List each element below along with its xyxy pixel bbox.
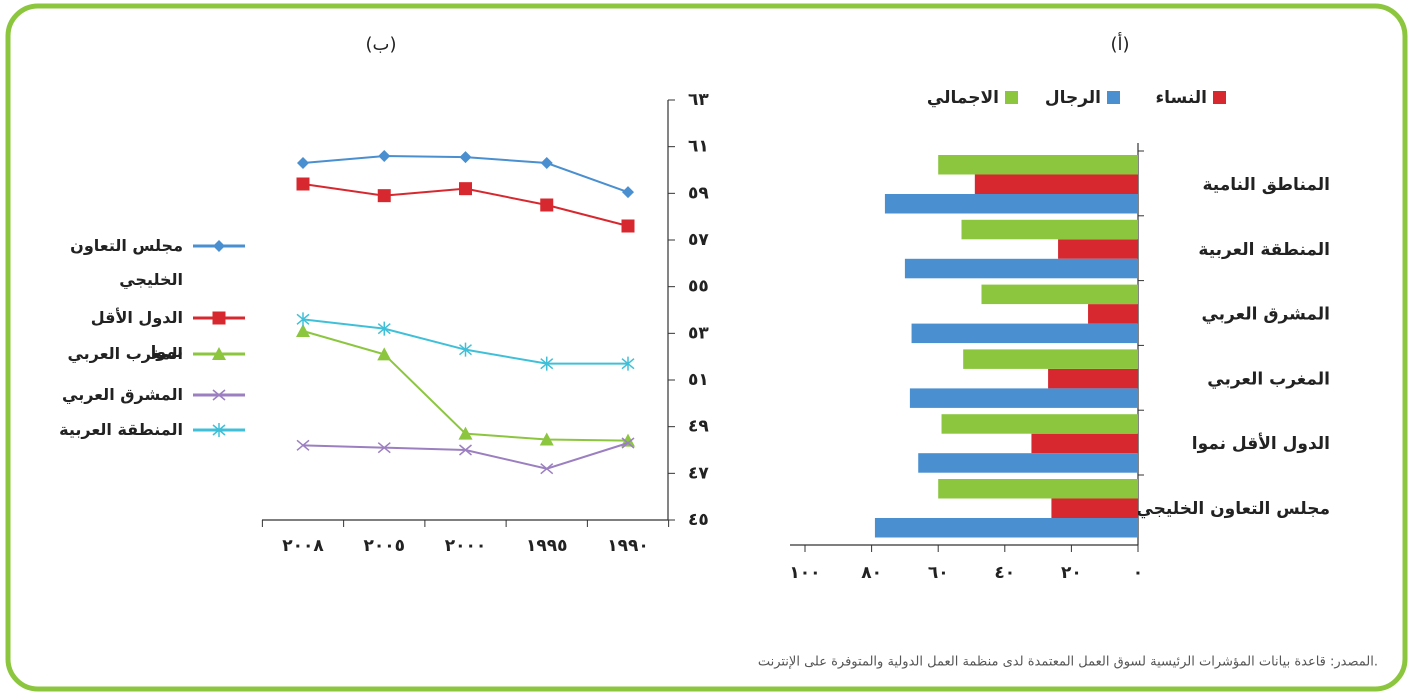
bar	[1058, 239, 1138, 259]
legend-marker	[212, 389, 226, 401]
point	[377, 347, 392, 361]
point	[297, 157, 309, 169]
bar	[974, 174, 1138, 194]
point	[621, 437, 635, 449]
x-tick-label: ٢٠	[1061, 563, 1082, 583]
y-tick-label: ٤٧	[688, 463, 709, 483]
bar	[874, 518, 1138, 538]
point	[540, 463, 554, 475]
bar	[884, 194, 1138, 214]
legend-marker	[212, 423, 226, 437]
x-tick-label: ٨٠	[861, 563, 882, 583]
category-label: مجلس التعاون الخليجي	[1136, 499, 1330, 519]
bar	[981, 284, 1138, 305]
point	[539, 432, 554, 446]
point	[296, 324, 310, 337]
x-tick-label: ٠	[1133, 563, 1143, 583]
x-tick-label: ١٠٠	[789, 563, 820, 583]
legend-label: المنطقة العربية	[59, 420, 183, 439]
legend-label: الدول الأقل نموا	[90, 308, 183, 361]
source-note: المصدر: قاعدة بيانات المؤشرات الرئيسية ل…	[758, 655, 1378, 670]
point	[459, 151, 472, 164]
point	[459, 182, 472, 196]
point	[378, 150, 391, 162]
panel-title: (ب)	[365, 34, 396, 55]
bar	[961, 219, 1138, 240]
category-label: المناطق النامية	[1203, 175, 1331, 195]
x-tick-label: ١٩٩٠	[607, 536, 649, 556]
x-tick-label: ٤٠	[994, 563, 1015, 583]
point	[540, 198, 554, 212]
y-tick-label: ٥٥	[688, 277, 709, 297]
y-tick-label: ٤٩	[688, 417, 709, 437]
y-tick-label: ٥١	[688, 370, 709, 390]
bar	[909, 388, 1138, 408]
bar	[918, 453, 1138, 473]
x-tick-label: ٢٠٠٥	[363, 536, 405, 556]
legend-swatch	[1107, 91, 1120, 104]
point	[622, 186, 634, 199]
legend-marker	[212, 311, 226, 325]
x-tick-label: ١٩٩٥	[526, 536, 568, 556]
legend-label: النساء	[1155, 88, 1207, 108]
point	[296, 312, 310, 327]
point	[296, 177, 310, 191]
bar	[904, 258, 1138, 279]
point	[459, 342, 472, 357]
category-label: الدول الأقل نموا	[1192, 433, 1330, 454]
legend-label: الرجال	[1045, 88, 1101, 108]
legend-label: مجلس التعاون الخليجي	[70, 236, 183, 289]
point	[540, 356, 554, 371]
point	[296, 439, 310, 451]
y-tick-label: ٥٣	[688, 323, 709, 343]
x-tick-label: ٦٠	[928, 563, 949, 583]
legend-label: المغرب العربي	[67, 344, 183, 363]
legend-swatch	[1005, 91, 1018, 104]
legend-marker	[213, 240, 225, 252]
y-tick-label: ٦١	[688, 137, 709, 157]
bar	[938, 479, 1138, 499]
point	[540, 157, 553, 169]
point	[458, 426, 473, 440]
legend-label: الاجمالي	[927, 88, 999, 108]
y-tick-label: ٦٣	[688, 90, 709, 110]
legend-marker	[212, 347, 226, 360]
y-tick-label: ٤٥	[688, 510, 709, 530]
legend-label: المشرق العربي	[62, 385, 183, 404]
bar	[1031, 433, 1138, 454]
point	[621, 219, 635, 233]
category-label: المنطقة العربية	[1198, 240, 1330, 260]
x-tick-label: ٢٠٠٠	[445, 536, 487, 556]
bar	[941, 414, 1138, 434]
y-tick-label: ٥٩	[688, 183, 709, 203]
legend-swatch	[1213, 91, 1226, 104]
bar	[963, 349, 1138, 369]
point	[621, 356, 635, 371]
x-tick-label: ٢٠٠٨	[282, 536, 324, 556]
bar	[1088, 304, 1138, 324]
bar	[1048, 368, 1138, 389]
point	[377, 442, 391, 454]
bar	[938, 155, 1138, 175]
y-tick-label: ٥٧	[688, 230, 709, 250]
bar	[911, 323, 1138, 344]
category-label: المشرق العربي	[1201, 305, 1330, 325]
point	[377, 189, 391, 203]
point	[377, 321, 391, 336]
bar	[1051, 498, 1138, 518]
category-label: المغرب العربي	[1207, 369, 1330, 389]
point	[459, 444, 472, 456]
panel-title: (أ)	[1110, 32, 1129, 55]
